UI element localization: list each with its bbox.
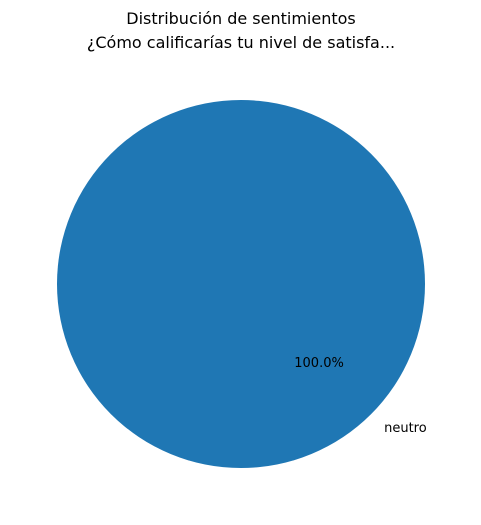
pie-slice-neutro (57, 100, 425, 468)
chart-title: Distribución de sentimientos (126, 9, 356, 28)
pie-category-label: neutro (384, 421, 427, 436)
pie-labels: 100.0% neutro (294, 356, 426, 436)
chart-subtitle: ¿Cómo calificarías tu nivel de satisfa..… (87, 33, 395, 52)
pie-percent-label: 100.0% (294, 356, 344, 371)
pie-slices (57, 100, 425, 468)
